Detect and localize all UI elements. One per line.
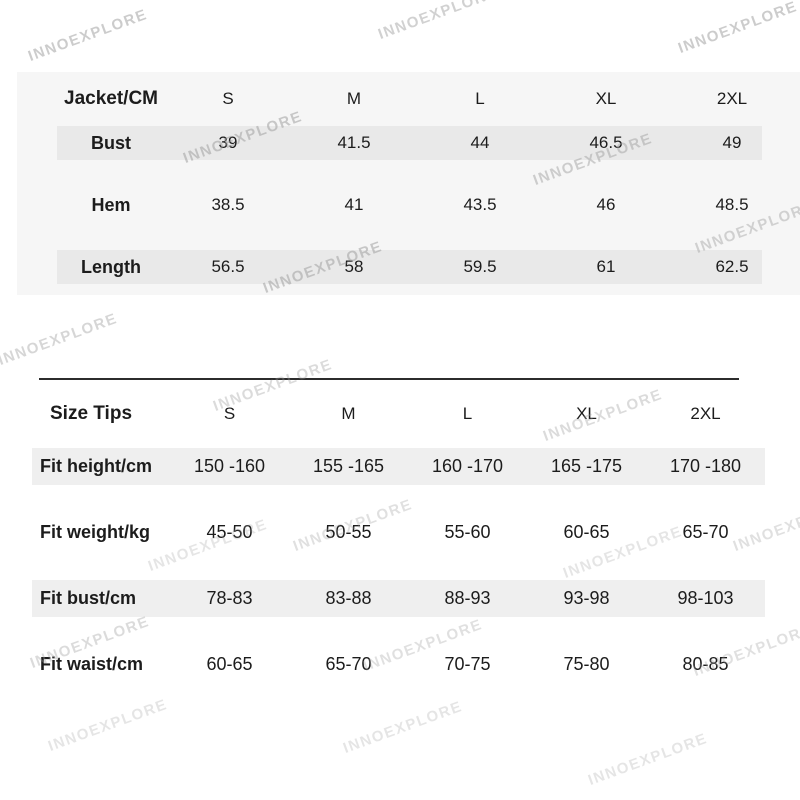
- cell-value: 78-83: [206, 588, 253, 608]
- cell-value: 80-85: [682, 654, 729, 674]
- cell-value: 61: [596, 257, 616, 276]
- cell-value: 41: [344, 195, 364, 214]
- size-column-header-m: M: [346, 89, 362, 108]
- cell-value: 60-65: [563, 522, 610, 542]
- size-column-header-s: S: [223, 404, 236, 423]
- cell-value: 39: [218, 133, 238, 152]
- cell-value: 62.5: [715, 257, 749, 276]
- watermark-text: INNOEXPLORE: [340, 698, 465, 757]
- cell-value: 46: [596, 195, 616, 214]
- jacket-table-header-row: Jacket/CM S M L XL 2XL: [57, 72, 795, 126]
- size-column-header-l: L: [462, 404, 473, 423]
- row-label: Fit height/cm: [40, 456, 152, 476]
- table-row-fit-bust: Fit bust/cm 78-83 83-88 88-93 93-98 98-1…: [32, 580, 765, 617]
- size-column-header-s: S: [222, 89, 234, 108]
- tips-table-title: Size Tips: [50, 403, 133, 424]
- size-column-header-xl: XL: [576, 404, 597, 423]
- watermark-text: INNOEXPLORE: [25, 6, 150, 65]
- cell-value: 49: [722, 133, 742, 152]
- watermark-text: INNOEXPLORE: [45, 696, 170, 755]
- cell-value: 55-60: [444, 522, 491, 542]
- table-row-fit-waist: Fit waist/cm 60-65 65-70 70-75 75-80 80-…: [40, 646, 765, 683]
- cell-value: 98-103: [677, 588, 734, 608]
- jacket-size-table: Jacket/CM S M L XL 2XL Bust 39 41.5 44 4…: [17, 72, 800, 295]
- watermark-text: INNOEXPLORE: [585, 730, 710, 789]
- cell-value: 165 -175: [550, 456, 623, 476]
- watermark-text: INNOEXPLORE: [375, 0, 500, 43]
- cell-value: 46.5: [589, 133, 623, 152]
- table-row-hem: Hem 38.5 41 43.5 46 48.5: [57, 188, 795, 222]
- row-label: Fit weight/kg: [40, 522, 150, 542]
- row-label: Length: [81, 256, 141, 277]
- cell-value: 59.5: [463, 257, 497, 276]
- cell-value: 75-80: [563, 654, 610, 674]
- cell-value: 150 -160: [193, 456, 266, 476]
- row-label: Bust: [91, 132, 131, 153]
- cell-value: 56.5: [211, 257, 245, 276]
- cell-value: 58: [344, 257, 364, 276]
- cell-value: 50-55: [325, 522, 372, 542]
- cell-value: 43.5: [463, 195, 497, 214]
- cell-value: 93-98: [563, 588, 610, 608]
- row-label: Hem: [91, 194, 131, 215]
- cell-value: 170 -180: [669, 456, 742, 476]
- cell-value: 83-88: [325, 588, 372, 608]
- cell-value: 41.5: [337, 133, 371, 152]
- size-column-header-2xl: 2XL: [716, 89, 748, 108]
- table-top-divider: [39, 378, 739, 380]
- size-column-header-2xl: 2XL: [690, 404, 721, 423]
- cell-value: 44: [470, 133, 490, 152]
- row-label: Fit waist/cm: [40, 654, 144, 674]
- row-label: Fit bust/cm: [40, 588, 137, 608]
- table-row-length: Length 56.5 58 59.5 61 62.5: [57, 250, 795, 284]
- cell-value: 160 -170: [431, 456, 504, 476]
- size-column-header-m: M: [341, 404, 356, 423]
- table-row-bust: Bust 39 41.5 44 46.5 49: [57, 126, 795, 160]
- table-row-fit-weight: Fit weight/kg 45-50 50-55 55-60 60-65 65…: [40, 514, 765, 551]
- cell-value: 88-93: [444, 588, 491, 608]
- cell-value: 155 -165: [312, 456, 385, 476]
- cell-value: 60-65: [206, 654, 253, 674]
- watermark-text: INNOEXPLORE: [675, 0, 800, 57]
- size-tips-table: Size Tips S M L XL 2XL Fit height/cm 150…: [32, 378, 765, 683]
- tips-table-header-row: Size Tips S M L XL 2XL: [40, 380, 765, 448]
- jacket-table-title: Jacket/CM: [64, 88, 158, 109]
- cell-value: 65-70: [682, 522, 729, 542]
- watermark-text: INNOEXPLORE: [0, 310, 120, 369]
- cell-value: 70-75: [444, 654, 491, 674]
- table-row-fit-height: Fit height/cm 150 -160 155 -165 160 -170…: [32, 448, 765, 485]
- cell-value: 38.5: [211, 195, 245, 214]
- size-column-header-xl: XL: [595, 89, 617, 108]
- cell-value: 45-50: [206, 522, 253, 542]
- size-column-header-l: L: [475, 89, 485, 108]
- cell-value: 48.5: [715, 195, 749, 214]
- cell-value: 65-70: [325, 654, 372, 674]
